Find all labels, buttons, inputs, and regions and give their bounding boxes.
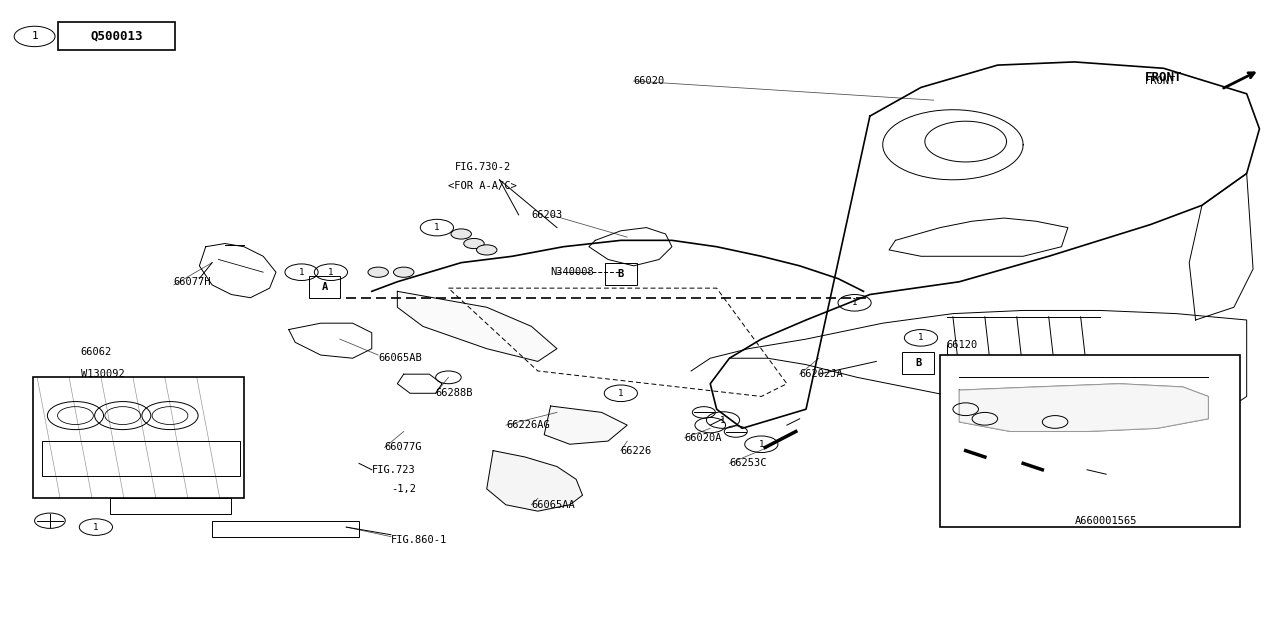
Bar	[33, 378, 244, 499]
Text: 66120: 66120	[946, 340, 978, 351]
Text: 66288B: 66288B	[435, 388, 474, 398]
Polygon shape	[959, 384, 1208, 431]
Text: 1: 1	[328, 268, 334, 276]
Bar	[212, 521, 358, 537]
Bar	[308, 276, 340, 298]
Polygon shape	[486, 451, 582, 511]
Text: 66226: 66226	[621, 445, 652, 456]
Text: 66065AB: 66065AB	[378, 353, 422, 364]
Circle shape	[451, 229, 471, 239]
Text: 66203: 66203	[531, 210, 563, 220]
Text: 1: 1	[759, 440, 764, 449]
Text: A660001565: A660001565	[1075, 516, 1138, 525]
Text: FIG.723: FIG.723	[371, 465, 416, 475]
Bar	[605, 263, 637, 285]
Bar	[940, 355, 1240, 527]
Circle shape	[393, 267, 413, 277]
Text: 1: 1	[852, 298, 858, 307]
Bar	[110, 499, 232, 515]
Circle shape	[367, 267, 388, 277]
Text: B: B	[915, 358, 922, 368]
Text: A: A	[321, 282, 328, 292]
Text: 1: 1	[298, 268, 305, 276]
Circle shape	[463, 239, 484, 248]
Text: FRONT: FRONT	[1144, 76, 1176, 86]
Bar	[42, 441, 241, 476]
Text: 1: 1	[918, 333, 924, 342]
Text: 1: 1	[93, 523, 99, 532]
Text: 66253C: 66253C	[730, 458, 767, 468]
Text: 66226AG: 66226AG	[506, 420, 549, 430]
Text: B: B	[618, 269, 623, 279]
Text: -1,2: -1,2	[390, 484, 416, 494]
Text: FIG.730-2: FIG.730-2	[454, 162, 511, 172]
Circle shape	[476, 245, 497, 255]
Bar	[58, 22, 175, 51]
Text: 66062: 66062	[81, 347, 111, 357]
Text: FRONT: FRONT	[1144, 71, 1181, 84]
Text: 1: 1	[721, 415, 726, 424]
Bar	[902, 351, 934, 374]
Text: <FOR A-A/C>: <FOR A-A/C>	[448, 181, 517, 191]
Text: 1: 1	[618, 388, 623, 398]
Text: 66020: 66020	[634, 76, 664, 86]
Text: N340008: N340008	[550, 268, 594, 277]
Text: 66020A: 66020A	[685, 433, 722, 443]
Text: 66065AA: 66065AA	[531, 500, 575, 510]
Text: 1: 1	[434, 223, 439, 232]
Text: W130092: W130092	[81, 369, 124, 379]
Polygon shape	[397, 291, 557, 362]
Text: 66077H: 66077H	[174, 276, 211, 287]
Text: 1: 1	[31, 31, 38, 42]
Text: Q500013: Q500013	[90, 30, 142, 43]
Polygon shape	[544, 406, 627, 444]
Text: FIG.860-1: FIG.860-1	[390, 535, 447, 545]
Text: 66202JA: 66202JA	[800, 369, 844, 379]
Text: 66077G: 66077G	[384, 442, 422, 452]
